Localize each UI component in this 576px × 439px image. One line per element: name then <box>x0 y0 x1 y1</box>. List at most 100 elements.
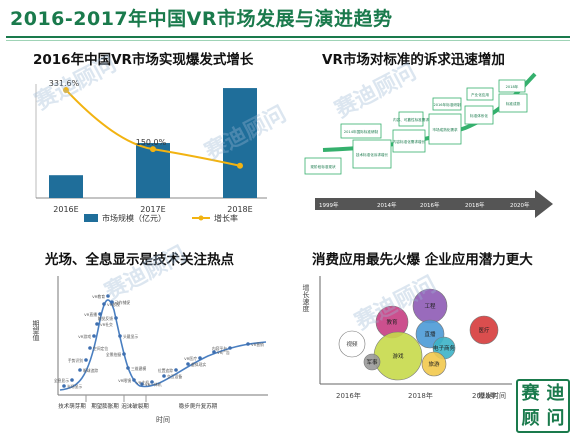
timeline-year: 2014年 <box>377 201 397 209</box>
standard-box: 2018年 <box>498 79 526 93</box>
hype-point <box>140 382 144 386</box>
hype-point-label: 动作捕捉 <box>115 300 130 305</box>
hype-point-label: 位置追踪 <box>158 368 173 373</box>
standard-box-label: 现阶段标准现状 <box>310 164 336 169</box>
hype-point-label: 眼球追踪 <box>83 368 98 373</box>
hype-point-label: 全景拍摄 <box>106 352 121 357</box>
panel-title-market-growth: 2016年中国VR市场实现爆发式增长 <box>33 52 254 68</box>
standard-box: 内容、可靠性标准需求 <box>393 111 429 127</box>
hype-point-label: 内容平台 <box>212 346 227 351</box>
hype-point <box>102 302 106 306</box>
hype-point-label: VR营销 <box>251 342 264 347</box>
standard-box-label: 内容标准化需求增长 <box>393 139 426 144</box>
growth-rate-point <box>63 86 69 93</box>
standard-box-label: 标准体系化 <box>470 113 488 118</box>
bubble-label: 直播 <box>424 330 436 338</box>
hype-phase-label: 泡沫破裂期 <box>121 402 149 410</box>
hype-point-label: VR主机 <box>136 380 149 385</box>
standard-box: 2016年标准研制 <box>432 97 462 111</box>
bubble-label: 游戏 <box>392 352 404 360</box>
growth-rate-label: 331.6% <box>49 79 80 88</box>
market-growth-chart: 331.6% 150.0% 2016E 2017E 2018E 市场规模（亿元） 增长… <box>35 79 267 223</box>
application-bubble: 旅游 <box>421 351 447 377</box>
hype-point <box>174 368 178 372</box>
hype-point-label: VR游戏 <box>78 334 91 339</box>
growth-rate-point <box>237 162 243 169</box>
panel-title-standards: VR市场对标准的诉求迅速增加 <box>322 52 505 68</box>
hype-point <box>212 350 216 354</box>
market-size-bar <box>49 175 83 198</box>
timeline-year: 2016年 <box>420 201 440 209</box>
hype-point-label: 空间定位 <box>93 346 108 351</box>
standard-box-label: 内容、可靠性标准需求 <box>393 117 429 122</box>
panel-title-applications: 消费应用最先火爆 企业应用潜力更大 <box>312 252 533 268</box>
hype-point <box>122 352 126 356</box>
chart-legend: 市场规模（亿元） 增长率 <box>84 213 238 223</box>
bubble-y-label: 增长速度 <box>302 283 310 313</box>
hype-point-label: 手势识别 <box>68 358 83 363</box>
hype-point <box>186 362 190 366</box>
bubble-label: 教育 <box>386 318 398 326</box>
logo-char: 迪 <box>546 382 565 404</box>
hype-point-label: 头戴显示 <box>123 334 138 339</box>
hype-point <box>84 358 88 362</box>
hype-point-label: VR直播 <box>84 312 97 317</box>
hype-curve <box>59 299 267 391</box>
standard-box-label: 2016年标准研制 <box>433 102 461 107</box>
hype-point <box>132 378 136 382</box>
hype-point-label: 交互设备 <box>167 374 182 379</box>
hype-phase-label: 稳步爬升复苏期 <box>179 402 218 410</box>
hype-y-label: 期望值 <box>32 320 40 342</box>
logo-char: 问 <box>546 407 565 429</box>
standard-box: 2014年国际标准研制 <box>340 123 382 139</box>
hype-point-label: VR一体机 <box>145 382 162 387</box>
title-divider-accent <box>6 40 570 41</box>
panel-title-hype-cycle: 光场、全息显示是技术关注热点 <box>45 252 234 268</box>
hype-point-label: VR教育 <box>92 294 105 299</box>
standard-box: 标准成熟 <box>498 93 528 113</box>
logo-char: 赛 <box>521 382 540 404</box>
bubble-x-tick: 2020年 <box>472 391 497 400</box>
hype-point <box>110 300 114 304</box>
hype-point <box>88 346 92 350</box>
x-tick-label: 2016E <box>53 205 78 214</box>
hype-point-label: VR医疗 <box>184 356 197 361</box>
bubble-x-tick: 2018年 <box>408 391 433 400</box>
bubble-label: 旅游 <box>428 360 440 368</box>
standards-chart: 1999年 2014年 2016年 2018年 2020年 现阶段标准现状 2014年国际… <box>304 72 553 218</box>
market-size-bar <box>223 88 257 198</box>
hype-point-label: VR广告 <box>217 350 230 355</box>
hype-point <box>118 334 122 338</box>
bubble-x-tick: 2016年 <box>336 391 361 400</box>
saidi-logo: 赛 迪 顾 问 <box>516 379 570 433</box>
hype-point <box>106 294 110 298</box>
hype-point-label: 全息显示 <box>54 378 69 383</box>
legend-label-growth-rate: 增长率 <box>214 213 238 223</box>
hype-point <box>228 346 232 350</box>
bubble-label: 军事 <box>366 358 378 366</box>
hype-point <box>150 380 154 384</box>
standard-box: 产业化应用 <box>466 87 494 101</box>
hype-point <box>92 334 96 338</box>
hype-phase-label: 期望膨胀期 <box>91 402 119 410</box>
hype-point <box>98 312 102 316</box>
hype-point-label: 触觉反馈 <box>98 316 113 321</box>
hype-point-label: VR影视 <box>107 302 120 307</box>
growth-rate-label: 150.0% <box>136 138 167 147</box>
application-bubble: 视频 <box>338 330 366 358</box>
standard-box: 技术标准化诉求增长 <box>352 139 392 169</box>
hype-point-label: VR眼镜 <box>118 378 131 383</box>
standard-box-label: 标准成熟 <box>506 101 521 106</box>
standard-box-label: 市场成熟化需求 <box>432 127 458 132</box>
application-bubble: 医疗 <box>469 315 499 345</box>
application-bubble: 工程 <box>412 288 448 324</box>
standard-box: 市场成熟化需求 <box>428 113 462 145</box>
legend-label-market-size: 市场规模（亿元） <box>102 213 166 223</box>
x-tick-label: 2017E <box>140 205 165 214</box>
standard-box: 标准体系化 <box>464 105 494 125</box>
hype-point <box>70 378 74 382</box>
hype-point-label: 三维建模 <box>131 366 146 371</box>
bubble-label: 电子商务 <box>433 344 456 352</box>
hype-point <box>62 384 66 388</box>
